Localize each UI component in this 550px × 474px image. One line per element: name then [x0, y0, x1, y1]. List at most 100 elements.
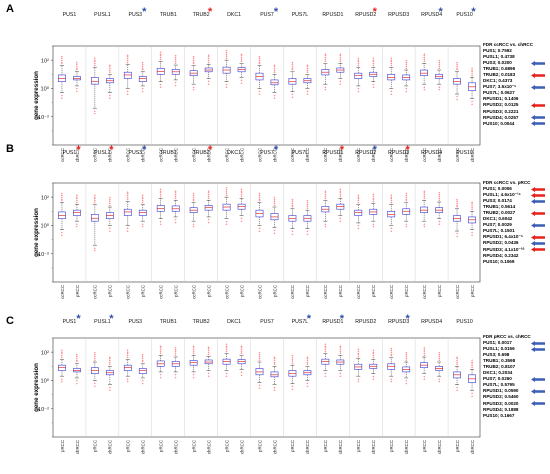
outlier-point: + — [109, 70, 112, 75]
outlier-point: + — [390, 228, 393, 233]
outlier-point: + — [438, 192, 441, 197]
outlier-point: + — [423, 196, 426, 201]
outlier-point: + — [324, 194, 327, 199]
outlier-point: + — [456, 202, 459, 207]
outlier-point: + — [258, 57, 261, 62]
outlier-point: + — [258, 61, 261, 66]
group-label: pRCC — [126, 440, 131, 452]
blue-arrow-icon — [531, 222, 545, 228]
significance-star: * — [76, 144, 81, 156]
outlier-point: + — [61, 230, 64, 235]
outlier-point: + — [291, 95, 294, 100]
outlier-point: + — [438, 357, 441, 362]
group-label: chRCC — [239, 440, 244, 454]
outlier-point: + — [405, 198, 408, 203]
group-label: ccRCC — [356, 285, 361, 299]
gene-label: PUS7L — [292, 319, 309, 325]
outlier-point: + — [109, 68, 112, 73]
group-label: ccRCC — [356, 148, 361, 162]
outlier-point: + — [456, 358, 459, 363]
group-label: pRCC — [159, 440, 164, 452]
significance-star: * — [471, 6, 476, 18]
outlier-point: + — [225, 82, 228, 87]
outlier-point: + — [142, 378, 145, 383]
outlier-point: + — [94, 61, 97, 66]
y-tick-label: 10⁻² — [38, 407, 49, 413]
outlier-point: + — [405, 60, 408, 65]
box-pusl1-prcc: +++++++ — [105, 195, 114, 233]
outlier-point: + — [372, 377, 375, 382]
outlier-point: + — [94, 59, 97, 64]
outlier-point: + — [438, 64, 441, 69]
fdr-row-text: RPUSD3; 4.1x10⁻¹⁰ — [483, 246, 525, 252]
outlier-point: + — [273, 228, 276, 233]
outlier-point: + — [94, 356, 97, 361]
outlier-point: + — [240, 347, 243, 352]
outlier-point: + — [207, 344, 210, 349]
outlier-point: + — [273, 201, 276, 206]
fdr-row: PUS7L; 0.1501 — [483, 228, 549, 234]
fdr-row: RPUSD2; 0.0125 — [483, 102, 549, 109]
gene-label: RPUSD2 — [355, 319, 376, 325]
outlier-point: + — [405, 191, 408, 196]
fdr-row-text: RPUSD4; 0.1888 — [483, 406, 519, 412]
box-pus3-prcc: +++++++ — [123, 348, 132, 384]
outlier-point: + — [192, 349, 195, 354]
outlier-point: + — [339, 79, 342, 84]
outlier-point: + — [324, 349, 327, 354]
outlier-point: + — [76, 381, 79, 386]
outlier-point: + — [192, 221, 195, 226]
outlier-point: + — [192, 191, 195, 196]
outlier-point: + — [175, 217, 178, 222]
outlier-point: + — [324, 51, 327, 56]
outlier-point: + — [109, 362, 112, 367]
outlier-point: + — [372, 224, 375, 229]
outlier-point: + — [372, 63, 375, 68]
y-tick-label: 10² — [41, 58, 49, 64]
box-pus7l-prcc: +++++++ — [303, 198, 312, 237]
outlier-point: + — [324, 84, 327, 89]
group-label: pRCC — [437, 285, 442, 297]
blue-arrow-icon — [531, 401, 545, 407]
outlier-point: + — [372, 56, 375, 61]
y-axis-label: gene expression — [33, 71, 40, 120]
outlier-point: + — [456, 65, 459, 70]
group-label: ccRCC — [323, 148, 328, 162]
gene-label: PUS10 — [456, 12, 473, 18]
y-tick-label: 10⁰ — [41, 86, 50, 93]
box-pus7-chrcc: +++++++ — [270, 354, 279, 393]
outlier-point: + — [339, 216, 342, 221]
outlier-point: + — [160, 345, 163, 350]
outlier-point: + — [471, 71, 474, 76]
outlier-point: + — [160, 375, 163, 380]
outlier-point: + — [240, 51, 243, 56]
outlier-point: + — [357, 200, 360, 205]
box-iqr — [123, 71, 132, 79]
outlier-point: + — [109, 226, 112, 231]
outlier-point: + — [423, 87, 426, 92]
outlier-point: + — [94, 383, 97, 388]
outlier-point: + — [109, 93, 112, 98]
group-label: chRCC — [404, 440, 409, 454]
group-label: chRCC — [141, 440, 146, 454]
group-label: chRCC — [305, 148, 310, 162]
outlier-point: + — [423, 51, 426, 56]
group-label: chRCC — [174, 440, 179, 454]
outlier-point: + — [76, 352, 79, 357]
box-rpusd4-ccrcc: +++++++ — [420, 188, 429, 229]
outlier-point: + — [127, 379, 130, 384]
box-trub1-prcc: +++++++ — [156, 343, 165, 380]
outlier-point: + — [405, 89, 408, 94]
fdr-row: RPUSD2; 0.0436 — [483, 240, 549, 247]
outlier-point: + — [423, 59, 426, 64]
group-label: chRCC — [437, 148, 442, 162]
blue-arrow-icon — [531, 115, 545, 121]
outlier-point: + — [160, 351, 163, 356]
fdr-row: PUS1; 0.0006 — [483, 186, 549, 192]
outlier-point: + — [207, 82, 210, 87]
outlier-point: + — [94, 57, 97, 62]
group-label: ccRCC — [389, 285, 394, 299]
outlier-point: + — [423, 349, 426, 354]
outlier-point: + — [225, 52, 228, 57]
outlier-point: + — [258, 386, 261, 391]
